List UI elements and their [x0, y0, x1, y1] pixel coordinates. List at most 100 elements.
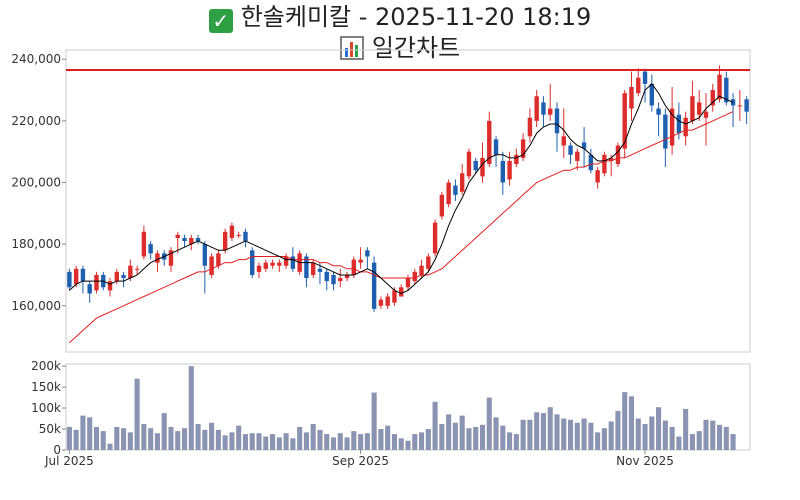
candle-body — [663, 114, 668, 149]
volume-bar — [378, 429, 384, 450]
volume-bar — [256, 433, 262, 450]
candle-body — [602, 154, 607, 174]
chart-title-text: 한솔케미칼 - 2025-11-20 18:19 — [240, 3, 592, 31]
long-moving-average-line — [69, 111, 734, 344]
candle-body — [209, 256, 214, 275]
candle-body — [222, 231, 228, 251]
candle-body — [236, 234, 241, 236]
volume-bar — [588, 422, 594, 450]
candle-body — [216, 253, 221, 266]
volume-bar — [615, 410, 621, 450]
volume-bar — [473, 426, 479, 450]
price-panel: 160,000 180,000 200,000 220,000 240,000 — [11, 49, 751, 353]
volume-bar — [554, 414, 560, 450]
candle-body — [67, 271, 72, 288]
volume-y-tick-label: 150k — [31, 380, 61, 394]
candle-body — [683, 117, 688, 137]
volume-bar — [100, 431, 106, 450]
volume-bar — [385, 425, 391, 450]
volume-bar — [642, 423, 648, 450]
candle-body — [548, 108, 553, 115]
volume-bar — [527, 419, 533, 450]
volume-bar — [87, 417, 93, 450]
candle-body — [419, 265, 424, 275]
candle-body — [507, 160, 512, 180]
volume-bar — [209, 422, 215, 450]
candle-body — [189, 237, 194, 245]
volume-bar — [330, 437, 337, 450]
volume-bar — [547, 407, 553, 450]
volume-bar — [181, 428, 188, 450]
candle-body — [182, 237, 187, 242]
candle-body — [168, 250, 174, 266]
candle-body — [263, 262, 268, 269]
candle-body — [541, 102, 546, 115]
candle-body — [595, 170, 600, 183]
candle-body — [202, 244, 208, 266]
volume-bar — [561, 418, 567, 450]
x-tick-label: Jul 2025 — [44, 454, 94, 468]
candle-body — [155, 253, 160, 263]
volume-bar — [622, 392, 628, 450]
volume-bar — [635, 418, 641, 450]
chart-title-line1: ✓ 한솔케미칼 - 2025-11-20 18:19 — [0, 2, 800, 33]
candle-body — [724, 77, 729, 103]
candle-body — [432, 222, 438, 254]
volume-bar — [297, 426, 303, 450]
candle-body — [669, 108, 675, 146]
volume-bar — [398, 438, 404, 450]
price-y-tick-label: 200,000 — [11, 176, 61, 190]
candle-body — [561, 136, 566, 146]
short-moving-average-line — [69, 83, 734, 294]
volume-bar — [412, 434, 418, 450]
candle-body — [514, 154, 519, 165]
candle-body — [520, 139, 526, 158]
candle-body — [744, 99, 749, 112]
volume-bar — [242, 434, 249, 450]
candle-body — [581, 142, 587, 149]
volume-bar — [574, 422, 580, 450]
candle-body — [256, 265, 262, 272]
volume-bar — [134, 378, 140, 450]
volume-bar — [215, 429, 221, 450]
volume-bar — [344, 437, 350, 450]
candle-body — [676, 114, 682, 134]
volume-bar — [263, 436, 269, 450]
candle-body — [121, 274, 126, 279]
candle-body — [480, 157, 485, 177]
volume-bar — [249, 433, 255, 450]
candle-body — [399, 287, 404, 297]
check-mark-icon: ✓ — [208, 9, 233, 33]
volume-bar — [358, 434, 364, 450]
volume-y-tick-label: 200k — [31, 359, 61, 373]
volume-bar — [425, 429, 431, 450]
volume-bar — [656, 407, 662, 450]
candle-body — [629, 86, 634, 109]
candle-body — [500, 160, 506, 183]
volume-bar — [283, 433, 289, 450]
volume-bar — [148, 428, 154, 450]
volume-bar — [405, 440, 411, 450]
volume-bar — [628, 396, 635, 450]
candle-body — [87, 284, 92, 294]
volume-bar — [107, 443, 113, 450]
candle-body — [195, 237, 201, 242]
candle-body — [229, 225, 235, 238]
candle-body — [148, 244, 153, 254]
volume-bar — [676, 436, 682, 450]
candle-body — [717, 74, 722, 100]
volume-bar — [716, 424, 723, 450]
candle-body — [134, 268, 140, 270]
candle-body — [703, 111, 709, 118]
candle-body — [338, 278, 343, 282]
candle-body — [351, 259, 357, 275]
volume-bar — [439, 423, 445, 450]
candle-body — [554, 108, 560, 134]
candle-body — [277, 262, 282, 266]
candle-body — [392, 290, 397, 303]
price-y-tick-label: 240,000 — [11, 52, 61, 66]
volume-bar — [459, 415, 465, 450]
volume-bar — [337, 433, 343, 450]
price-y-tick-label: 220,000 — [11, 114, 61, 128]
